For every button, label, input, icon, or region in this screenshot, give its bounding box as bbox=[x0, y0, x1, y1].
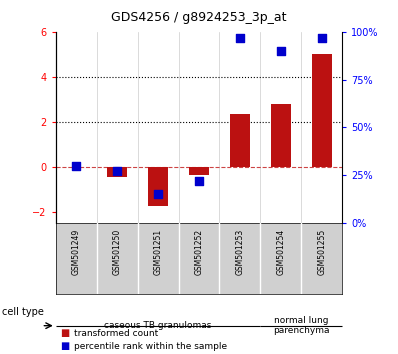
Point bbox=[114, 169, 120, 174]
Text: normal lung
parenchyma: normal lung parenchyma bbox=[273, 316, 330, 335]
Text: ■: ■ bbox=[60, 341, 69, 351]
Point bbox=[73, 163, 79, 169]
Bar bbox=[312, 55, 332, 167]
Text: GSM501254: GSM501254 bbox=[276, 229, 285, 275]
Text: GSM501252: GSM501252 bbox=[195, 229, 203, 275]
Bar bbox=[148, 167, 168, 206]
Text: transformed count: transformed count bbox=[74, 329, 158, 338]
Point bbox=[155, 192, 161, 197]
Text: GSM501249: GSM501249 bbox=[72, 229, 81, 275]
Text: GDS4256 / g8924253_3p_at: GDS4256 / g8924253_3p_at bbox=[111, 11, 287, 24]
Text: GSM501250: GSM501250 bbox=[113, 229, 122, 275]
Point bbox=[237, 35, 243, 40]
Text: cell type: cell type bbox=[2, 307, 44, 316]
Text: GSM501255: GSM501255 bbox=[317, 229, 326, 275]
Bar bbox=[189, 167, 209, 175]
Point bbox=[319, 35, 325, 40]
Text: percentile rank within the sample: percentile rank within the sample bbox=[74, 342, 227, 351]
Point bbox=[196, 178, 202, 184]
Point bbox=[278, 48, 284, 54]
Bar bbox=[230, 114, 250, 167]
Text: ■: ■ bbox=[60, 329, 69, 338]
Text: caseous TB granulomas: caseous TB granulomas bbox=[104, 321, 212, 330]
Text: GSM501253: GSM501253 bbox=[236, 229, 244, 275]
Text: GSM501251: GSM501251 bbox=[154, 229, 162, 275]
Bar bbox=[107, 167, 127, 177]
Bar bbox=[271, 104, 291, 167]
